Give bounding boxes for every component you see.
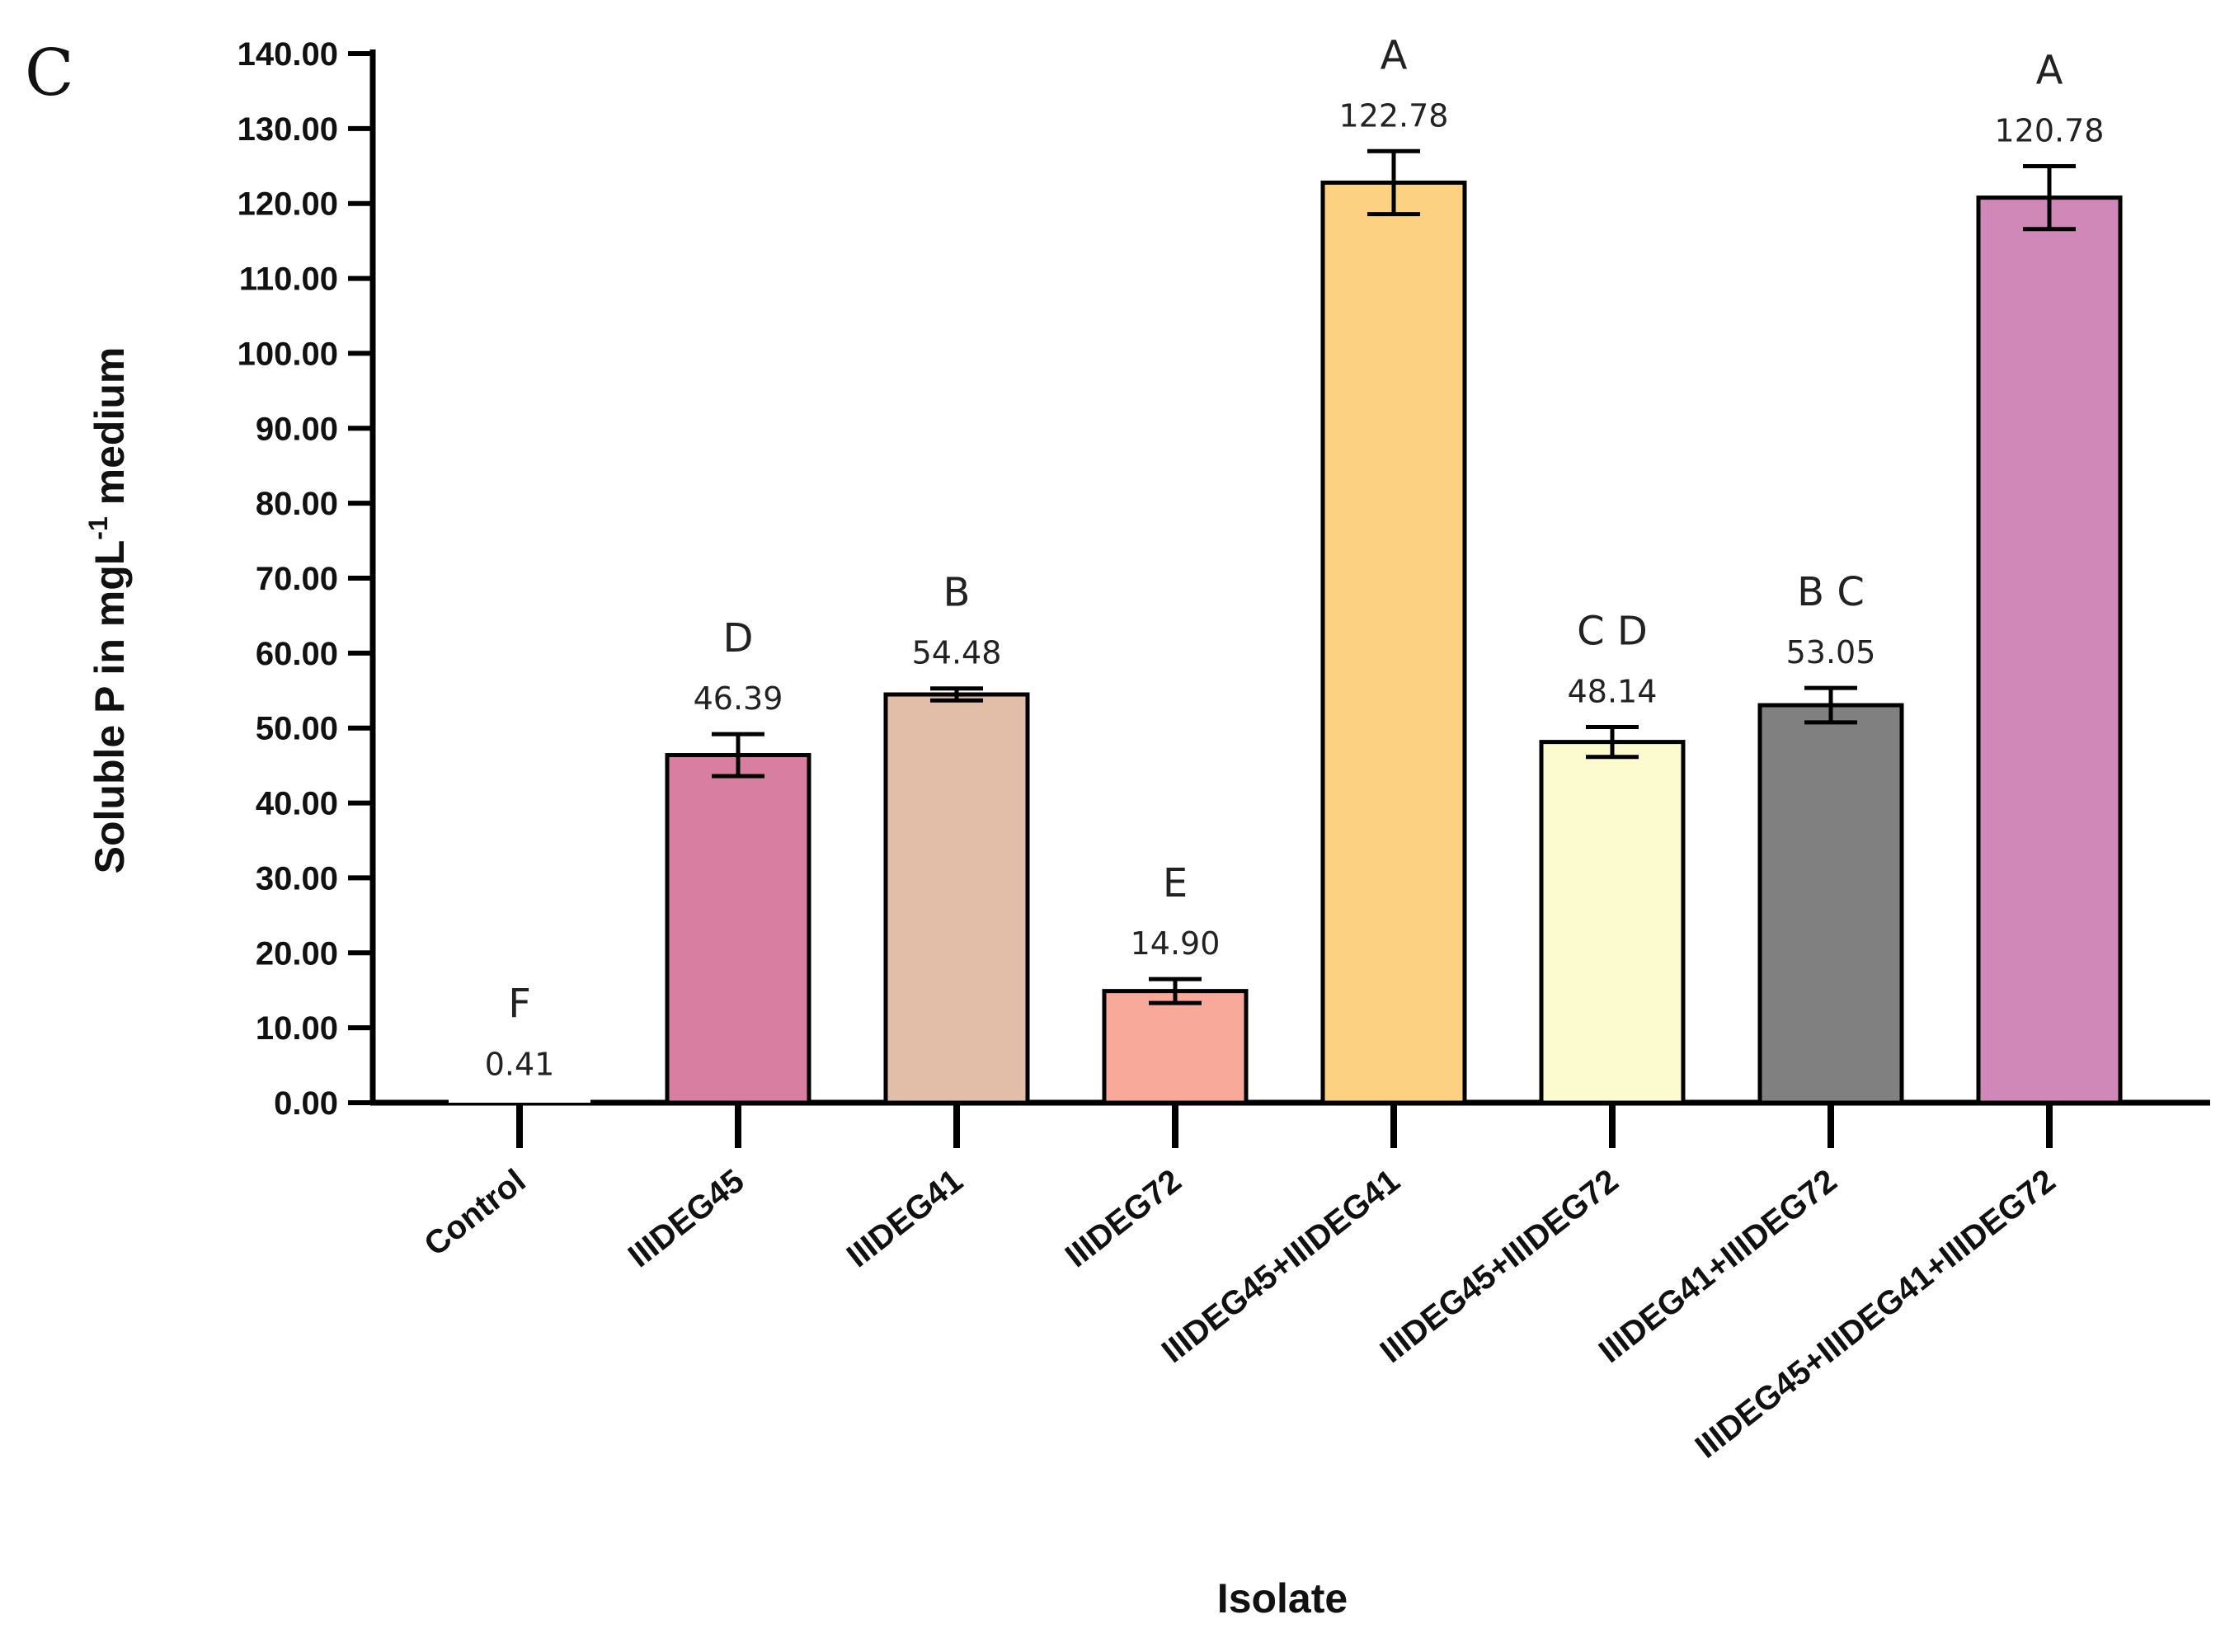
y-tick-label: 90.00 (256, 411, 338, 447)
y-axis-title-tail: medium (87, 347, 133, 517)
data-label: 54.48 (912, 635, 1002, 671)
significance-letter: A (1381, 32, 1408, 78)
y-axis-title: Soluble P in mgL-1 medium (83, 347, 133, 874)
significance-letter: D (723, 615, 754, 661)
y-tick-label: 110.00 (239, 261, 338, 298)
y-tick-label: 70.00 (256, 561, 338, 597)
x-category-label: Control (417, 1162, 532, 1263)
x-category-label: IIIDEG41 (840, 1162, 970, 1274)
x-category-label: IIIDEG72 (1059, 1162, 1188, 1274)
significance-letter: B (943, 570, 971, 616)
bar (883, 692, 1030, 1105)
x-category-label: IIIDEG45+IIIDEG72 (1374, 1162, 1625, 1370)
y-tick-label: 10.00 (256, 1010, 338, 1047)
y-tick-label: 100.00 (238, 336, 338, 372)
data-label: 14.90 (1131, 925, 1221, 962)
svg-text:Soluble P in mgL-1 medium: Soluble P in mgL-1 medium (83, 347, 133, 874)
data-label: 48.14 (1568, 673, 1658, 709)
y-tick-label: 130.00 (238, 111, 338, 148)
y-tick-label: 140.00 (238, 36, 338, 73)
data-label: 122.78 (1339, 97, 1449, 134)
data-label: 0.41 (485, 1046, 555, 1082)
y-axis-title-main: Soluble P in mgL (87, 540, 133, 874)
bar (1539, 740, 1686, 1105)
plot-area: 0.00 10.00 20.00 30.00 40.00 50.00 60.00 70.00 8… (238, 32, 2210, 1466)
y-tick-label: 20.00 (256, 935, 338, 972)
y-tick-label: 120.00 (238, 186, 338, 223)
y-tick-label: 50.00 (256, 711, 338, 747)
bar (1976, 195, 2123, 1105)
x-category-label: IIIDEG45+IIIDEG41+IIIDEG72 (1689, 1162, 2063, 1465)
data-label: 53.05 (1786, 634, 1876, 671)
bar (1102, 989, 1249, 1105)
x-category-label: IIIDEG45+IIIDEG41 (1155, 1162, 1407, 1370)
significance-letter: B C (1797, 569, 1865, 615)
bar (665, 753, 811, 1105)
y-tick-label: 30.00 (256, 860, 338, 897)
data-label: 120.78 (1995, 112, 2105, 148)
y-axis-title-superscript: -1 (83, 516, 113, 539)
significance-letter: E (1163, 860, 1188, 906)
x-category-label: IIIDEG41+IIIDEG72 (1592, 1162, 1844, 1370)
significance-letter: A (2036, 47, 2063, 93)
x-category-label: IIIDEG45 (622, 1162, 751, 1274)
bar (1757, 703, 1904, 1105)
y-tick-label: 80.00 (256, 486, 338, 522)
data-label: 46.39 (694, 680, 783, 717)
bar (449, 1099, 590, 1103)
significance-letter: C D (1577, 608, 1648, 654)
panel-label: C (25, 36, 74, 111)
y-tick-label: 40.00 (256, 786, 338, 822)
y-tick-label: 60.00 (256, 636, 338, 672)
significance-letter: F (508, 981, 531, 1027)
x-axis-title: Isolate (1217, 1575, 1348, 1621)
y-tick-label: 0.00 (274, 1085, 338, 1122)
bar (1320, 180, 1467, 1105)
